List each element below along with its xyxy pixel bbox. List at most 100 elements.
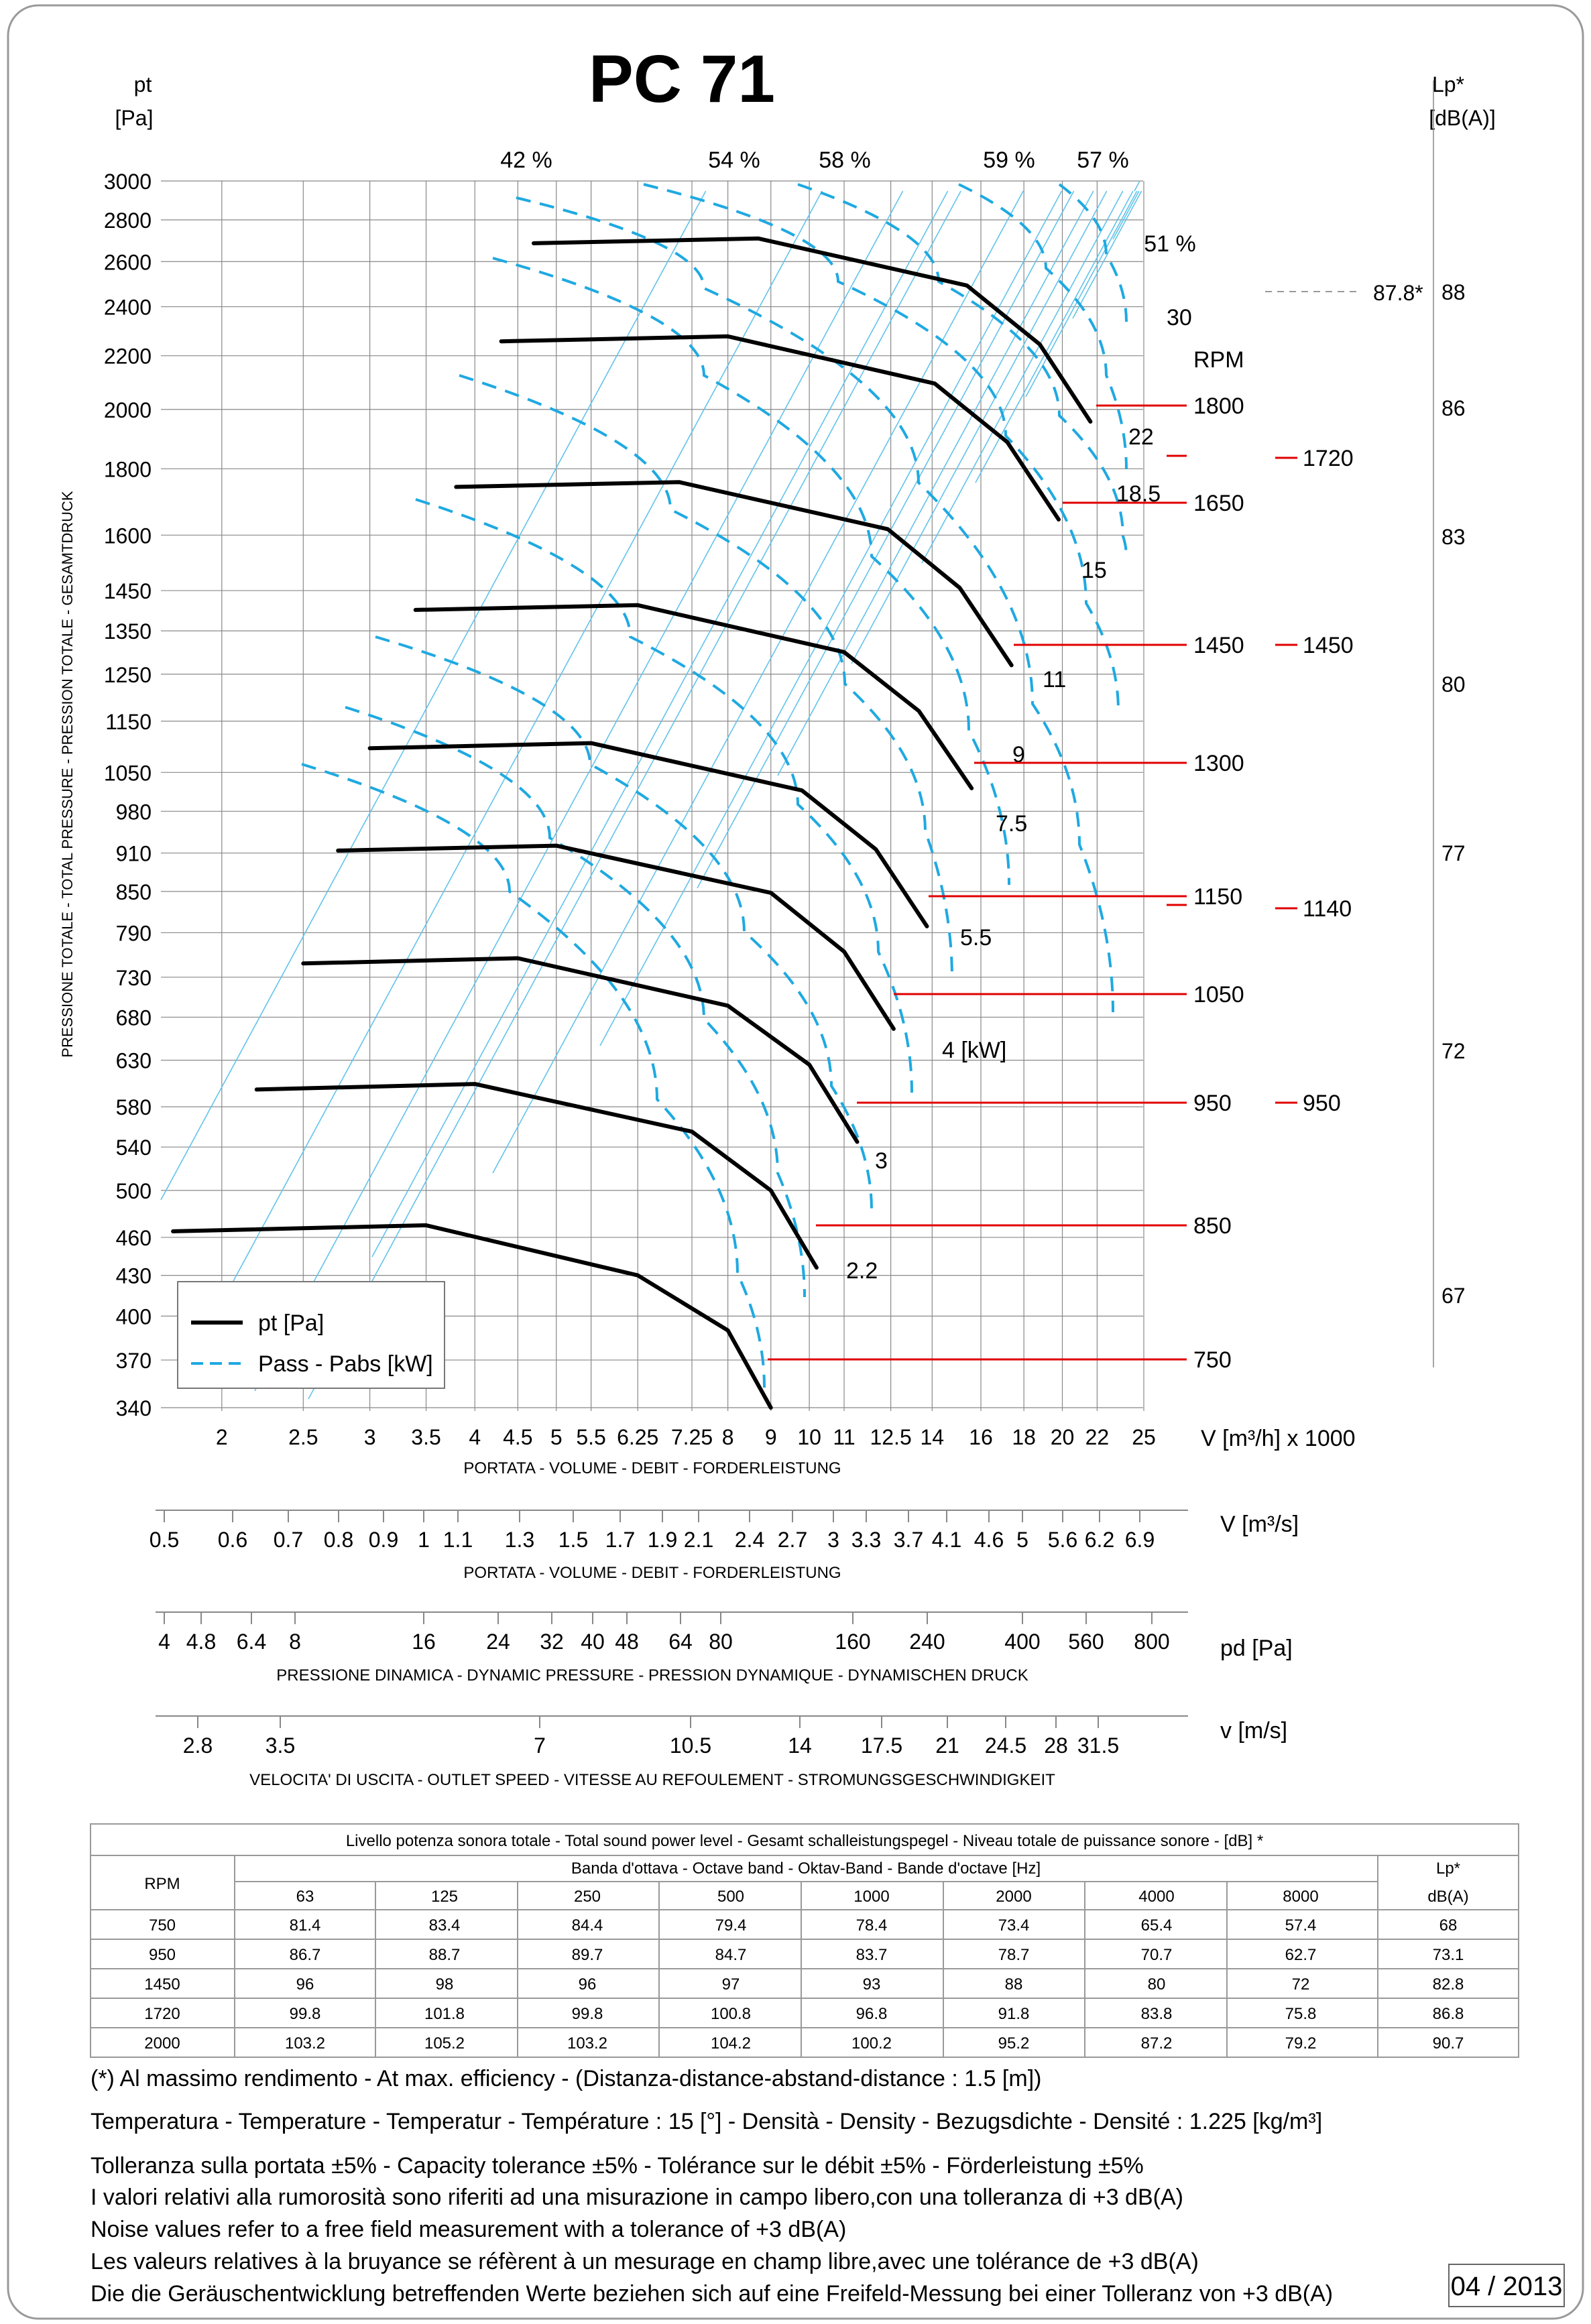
y-tick-label: 2400 [104,296,152,320]
sound-table-lp-header: Lp* [1436,1859,1460,1878]
band-header: 63 [296,1888,314,1906]
power-curve [345,706,806,1298]
x-tick-label: 2 [216,1425,228,1449]
efficiency-line [1112,190,1140,240]
x-tick-label: 3 [364,1425,376,1449]
noise-rpm-label: 1720 [1303,446,1354,471]
table-cell: 103.2 [285,2034,325,2053]
table-cell: 83.4 [429,1916,461,1935]
right-axis-unit-2: [dB(A)] [1429,106,1496,130]
table-cell: 96 [296,1975,314,1994]
x-tick-label: 16 [969,1425,993,1449]
efficiency-line [160,190,707,1201]
scale-m3s-tick-label: 0.9 [369,1528,398,1552]
note-3: Tolleranza sulla portata ±5% - Capacity … [91,2153,1144,2179]
table-cell: 86.8 [1433,2005,1464,2023]
rpm-label: 1300 [1193,751,1244,776]
scale-pd-tick-label: 6.4 [237,1630,266,1654]
x-tick-label: 7.25 [671,1425,713,1449]
efficiency-label: 58 % [819,147,871,173]
y-tick-label: 2600 [104,250,152,274]
efficiency-line [1134,180,1140,192]
power-label: 22 [1128,424,1154,450]
sound-table-rpm-header: RPM [144,1875,180,1893]
table-cell: 2000 [144,2034,180,2053]
x-tick-label: 4 [469,1425,481,1449]
sound-table-band-header: Banda d'ottava - Octave band - Oktav-Ban… [571,1859,1041,1878]
sound-table-title: Livello potenza sonora totale - Total so… [346,1832,1263,1850]
pressure-curve-750 [171,1223,773,1410]
scale-pd-tick-label: 48 [615,1630,639,1654]
scale-m3s-tick-label: 1.5 [558,1528,588,1552]
x-tick-label: 10 [797,1425,821,1449]
table-cell: 90.7 [1433,2034,1464,2053]
noise-rpm-label: 950 [1303,1091,1341,1116]
scale-speed-tick-label: 7 [534,1733,546,1758]
scale-m3s-tick-label: 2.4 [735,1528,764,1552]
pressure-curve-1300 [413,603,974,790]
power-label: 3 [875,1148,888,1174]
page-title: PC 71 [589,42,775,117]
power-curve [1058,183,1128,322]
rpm-label: 750 [1193,1347,1232,1373]
table-cell: 97 [722,1975,740,1994]
y-tick-label: 730 [116,966,152,990]
scale-pd-tick-label: 800 [1134,1630,1169,1654]
table-cell: 750 [149,1916,176,1935]
scale-pd-tick-label: 24 [486,1630,510,1654]
table-cell: 81.4 [290,1916,321,1935]
scale-speed-tick-label: 3.5 [266,1733,295,1758]
y-tick-label: 370 [116,1349,152,1373]
rpm-label: 950 [1193,1091,1232,1116]
efficiency-line [599,190,1063,1046]
y-tick-label: 1800 [104,457,152,481]
scale-m3s-tick-label: 1 [418,1528,430,1552]
efficiency-label: 42 % [500,147,552,173]
x-tick-label: 22 [1085,1425,1110,1449]
db-tick-label: 83 [1441,525,1466,549]
scale-pd-tick-label: 160 [835,1630,870,1654]
sound-table-frame [90,1823,1519,2058]
table-cell: 80 [1148,1975,1166,1994]
rpm-label: 1050 [1193,982,1244,1007]
table-cell: 79.4 [715,1916,747,1935]
date-box [1448,2264,1565,2307]
db-tick-label: 86 [1441,396,1466,420]
scale-m3s-caption: PORTATA - VOLUME - DEBIT - FORDERLEISTUN… [463,1564,841,1582]
scale-m3s-tick-label: 0.8 [324,1528,353,1552]
band-header: 4000 [1138,1888,1174,1906]
scale-m3s-tick-label: 6.9 [1125,1528,1155,1552]
pressure-curve-1450 [454,480,1014,668]
efficiency-label: 59 % [983,147,1035,173]
db-tick-label: 80 [1441,672,1466,696]
table-cell: 78.4 [856,1916,888,1935]
table-cell: 83.8 [1141,2005,1173,2023]
scale-m3s-tick-label: 2.7 [778,1528,807,1552]
note-4: I valori relativi alla rumorosità sono r… [91,2185,1183,2210]
table-cell: 99.8 [572,2005,603,2023]
table-cell: 73.1 [1433,1946,1464,1964]
secondary-scales: 0.5 0.6 0.7 0.8 0.9 1 1.1 1.3 1.5 1.7 1.9 2.1 2.4 2.7… [150,1510,1188,1758]
power-curve [375,635,873,1211]
table-cell: 99.8 [290,2005,321,2023]
noise-rpm-label: 1450 [1303,633,1354,658]
table-cell: 82.8 [1433,1975,1464,1994]
rpm-label: 1150 [1193,884,1242,910]
band-header: 1000 [853,1888,889,1906]
efficiency-line [975,190,1134,483]
y-tick-label: 500 [116,1179,152,1203]
band-header: 250 [574,1888,601,1906]
power-curve [301,763,766,1388]
left-axis-unit-2: [Pa] [115,106,154,130]
scale-speed-tick-label: 24.5 [985,1733,1026,1758]
power-curve [516,196,1114,1013]
efficiency-line [492,190,1024,1174]
pressure-curve-1050 [336,843,896,1031]
scale-m3s-tick-label: 5 [1016,1528,1028,1552]
table-cell: 62.7 [1285,1946,1317,1964]
y-tick-label: 1600 [104,524,152,548]
pressure-curve-1800 [532,236,1093,424]
rpm-markers: 1800 1650 1450 1300 1150 1050 950 850 750 RPM 1720… [768,347,1354,1373]
scale-pd-tick-label: 4 [158,1630,170,1654]
x-tick-label: 18 [1012,1425,1036,1449]
